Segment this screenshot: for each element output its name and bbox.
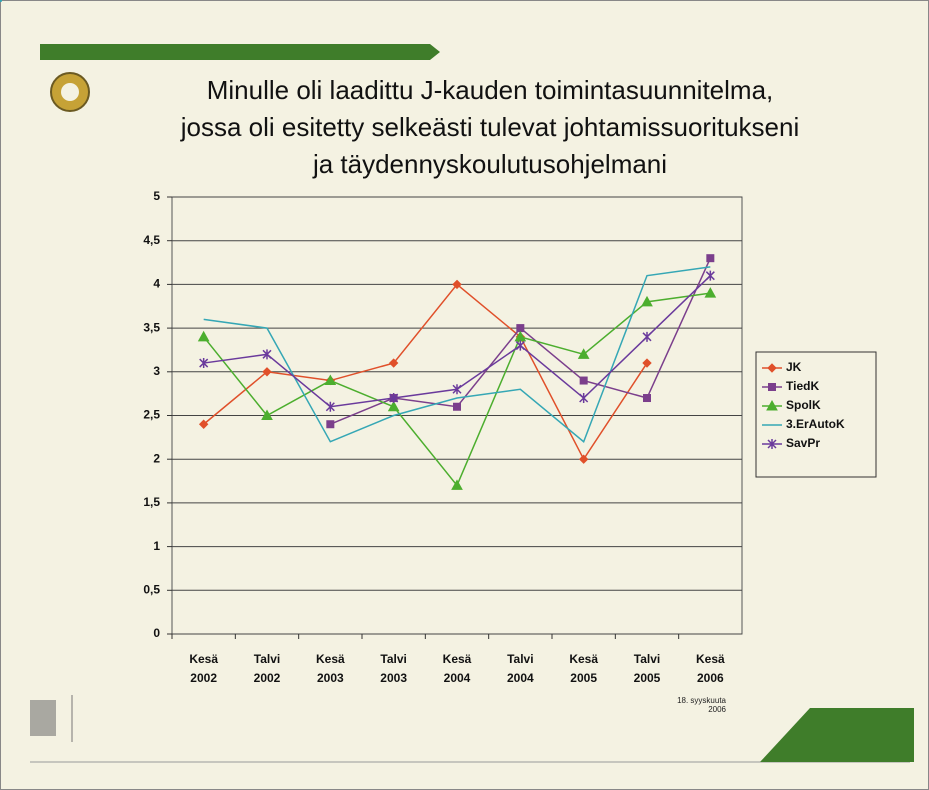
point — [325, 401, 335, 412]
point — [643, 394, 651, 403]
point — [262, 349, 272, 360]
point — [515, 340, 525, 351]
y-tick-label: 2 — [153, 451, 160, 465]
x-tick-label: Kesä 2006 — [695, 652, 725, 685]
x-tick-label: Kesä 2005 — [569, 652, 598, 685]
point — [262, 367, 272, 377]
y-tick-label: 0 — [153, 626, 160, 640]
point — [197, 330, 210, 342]
legend-label: 3.ErAutoK — [786, 417, 845, 431]
point — [641, 295, 653, 307]
x-tick-label: Talvi 2004 — [506, 652, 534, 685]
legend — [755, 351, 877, 478]
legend-label: TiedK — [786, 379, 819, 393]
y-tick-label: 4 — [153, 277, 160, 291]
y-tick-label: 2,5 — [143, 408, 160, 422]
point — [704, 287, 717, 298]
point — [706, 254, 715, 263]
point — [261, 409, 273, 420]
point — [387, 400, 400, 412]
point — [642, 358, 652, 368]
x-tick-label: Talvi 2003 — [380, 652, 407, 685]
y-tick-label: 1,5 — [143, 495, 160, 509]
x-tick-label: Talvi 2005 — [633, 652, 661, 685]
logo-inner — [61, 83, 79, 101]
point — [326, 420, 335, 429]
point — [324, 374, 337, 386]
legend-marker — [767, 363, 777, 373]
point — [451, 479, 463, 490]
point — [705, 270, 715, 281]
legend-marker — [768, 383, 776, 391]
point — [452, 279, 462, 290]
x-tick-label: Kesä 2004 — [442, 652, 472, 685]
legend-marker — [767, 439, 777, 449]
y-tick-label: 4,5 — [143, 233, 160, 247]
y-tick-label: 1 — [153, 539, 160, 553]
point — [388, 358, 399, 368]
point — [579, 376, 588, 385]
point — [198, 419, 209, 429]
series-line — [203, 266, 711, 443]
x-tick-label: Kesä 2002 — [189, 652, 218, 685]
x-tick-label: Kesä 2003 — [315, 652, 345, 685]
point — [577, 348, 590, 359]
y-tick-label: 3,5 — [143, 320, 160, 334]
corner-shape — [760, 708, 914, 762]
point — [578, 454, 589, 464]
point — [516, 324, 525, 333]
legend-marker — [766, 399, 778, 411]
legend-label: SpolK — [786, 398, 821, 412]
series-line — [203, 283, 648, 461]
point — [579, 393, 589, 404]
point — [642, 331, 652, 342]
x-tick-label: Talvi 2002 — [253, 652, 281, 685]
emblem — [30, 700, 56, 736]
point — [452, 384, 462, 395]
date: 18. syyskuuta 2006 — [677, 696, 726, 714]
point — [453, 402, 461, 411]
y-tick-label: 5 — [153, 189, 160, 203]
y-tick-label: 0,5 — [143, 582, 160, 596]
point — [389, 393, 399, 404]
point — [0, 0, 2, 2]
top-bar — [40, 44, 440, 60]
y-tick-label: 3 — [153, 364, 160, 378]
point — [199, 358, 209, 369]
legend-label: SavPr — [786, 436, 820, 450]
legend-label: JK — [786, 360, 802, 374]
chart-title: Minulle oli laadittu J-kauden toimintasu… — [180, 75, 800, 179]
